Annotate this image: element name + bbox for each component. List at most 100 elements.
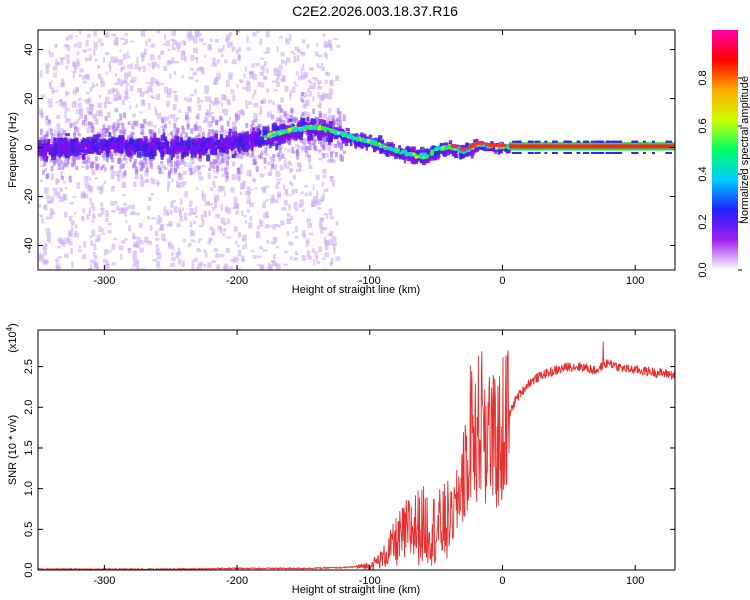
band-cell bbox=[311, 118, 316, 124]
noise-speck bbox=[184, 132, 188, 138]
band-cell bbox=[196, 142, 200, 147]
noise-speck bbox=[290, 183, 294, 187]
noise-speck bbox=[266, 240, 270, 244]
noise-speck bbox=[65, 91, 68, 97]
noise-speck bbox=[53, 72, 57, 78]
noise-speck bbox=[299, 138, 303, 143]
noise-speck bbox=[132, 250, 138, 254]
noise-speck bbox=[130, 154, 134, 159]
ridge-cell bbox=[412, 152, 416, 156]
noise-speck bbox=[166, 158, 170, 164]
noise-speck bbox=[181, 260, 185, 267]
noise-speck bbox=[278, 224, 281, 228]
band-cell bbox=[246, 143, 250, 150]
noise-speck bbox=[111, 157, 115, 163]
noise-speck bbox=[151, 96, 156, 100]
noise-speck bbox=[82, 208, 86, 214]
band-cell bbox=[197, 146, 201, 150]
band-cell bbox=[247, 139, 250, 143]
band-cell bbox=[160, 134, 165, 138]
noise-speck bbox=[77, 97, 82, 101]
steady-edge bbox=[669, 140, 673, 143]
noise-speck bbox=[54, 45, 58, 48]
noise-speck bbox=[68, 121, 72, 125]
band-cell bbox=[250, 135, 255, 142]
noise-speck bbox=[101, 152, 105, 158]
band-cell bbox=[254, 139, 259, 144]
noise-speck bbox=[285, 39, 288, 43]
noise-speck bbox=[92, 161, 97, 164]
band-cell bbox=[91, 138, 95, 145]
band-cell bbox=[210, 136, 215, 142]
noise-speck bbox=[196, 248, 200, 252]
band-cell bbox=[377, 137, 381, 142]
noise-speck bbox=[251, 151, 255, 157]
noise-speck bbox=[269, 156, 274, 160]
noise-speck bbox=[305, 151, 310, 158]
noise-speck bbox=[100, 202, 104, 207]
noise-speck bbox=[196, 67, 202, 72]
noise-speck bbox=[118, 59, 123, 66]
band-cell bbox=[324, 130, 330, 137]
noise-speck bbox=[304, 100, 308, 107]
noise-speck bbox=[223, 108, 229, 116]
noise-speck bbox=[336, 122, 340, 129]
noise-speck bbox=[172, 47, 176, 51]
steady-edge bbox=[530, 140, 534, 143]
ridge-cell bbox=[366, 139, 370, 143]
noise-speck bbox=[148, 159, 151, 165]
noise-speck bbox=[68, 240, 73, 246]
noise-speck bbox=[198, 38, 204, 42]
noise-speck bbox=[326, 72, 331, 77]
noise-speck bbox=[121, 122, 125, 130]
noise-speck bbox=[255, 166, 259, 172]
noise-speck bbox=[73, 133, 77, 139]
noise-speck bbox=[91, 126, 95, 134]
noise-speck bbox=[324, 79, 328, 84]
steady-edge bbox=[527, 151, 531, 154]
steady-edge bbox=[631, 140, 635, 143]
noise-speck bbox=[45, 63, 51, 68]
noise-speck bbox=[270, 225, 273, 228]
band-cell bbox=[256, 128, 261, 132]
noise-speck bbox=[297, 55, 300, 62]
band-cell bbox=[329, 122, 333, 127]
noise-speck bbox=[261, 98, 267, 104]
noise-speck bbox=[303, 233, 306, 240]
band-cell bbox=[119, 136, 124, 140]
band-cell bbox=[144, 152, 150, 158]
noise-speck bbox=[266, 199, 269, 202]
noise-speck bbox=[275, 246, 280, 249]
noise-speck bbox=[215, 119, 219, 125]
ridge-cell bbox=[388, 147, 392, 151]
noise-speck bbox=[194, 79, 199, 83]
noise-speck bbox=[317, 207, 322, 210]
noise-speck bbox=[259, 106, 262, 112]
noise-speck bbox=[147, 138, 151, 143]
band-cell bbox=[321, 132, 326, 138]
noise-speck bbox=[223, 95, 227, 101]
band-cell bbox=[206, 154, 211, 162]
band-cell bbox=[404, 147, 410, 151]
noise-speck bbox=[178, 258, 182, 265]
noise-speck bbox=[49, 52, 54, 57]
noise-speck bbox=[238, 175, 241, 182]
noise-speck bbox=[73, 69, 77, 73]
snr-y-tick-label: 1.0 bbox=[23, 481, 35, 496]
band-cell bbox=[217, 141, 223, 147]
noise-speck bbox=[173, 70, 177, 76]
noise-speck bbox=[280, 97, 284, 103]
noise-speck bbox=[322, 113, 327, 120]
noise-speck bbox=[244, 190, 249, 196]
band-cell bbox=[385, 149, 390, 156]
noise-speck bbox=[161, 118, 165, 124]
noise-speck bbox=[132, 181, 137, 188]
noise-speck bbox=[154, 230, 158, 237]
band-cell bbox=[84, 140, 88, 148]
noise-speck bbox=[252, 74, 258, 81]
noise-speck bbox=[338, 117, 342, 121]
noise-speck bbox=[140, 176, 144, 181]
noise-speck bbox=[78, 109, 82, 116]
band-cell bbox=[435, 149, 440, 155]
noise-speck bbox=[335, 117, 339, 122]
